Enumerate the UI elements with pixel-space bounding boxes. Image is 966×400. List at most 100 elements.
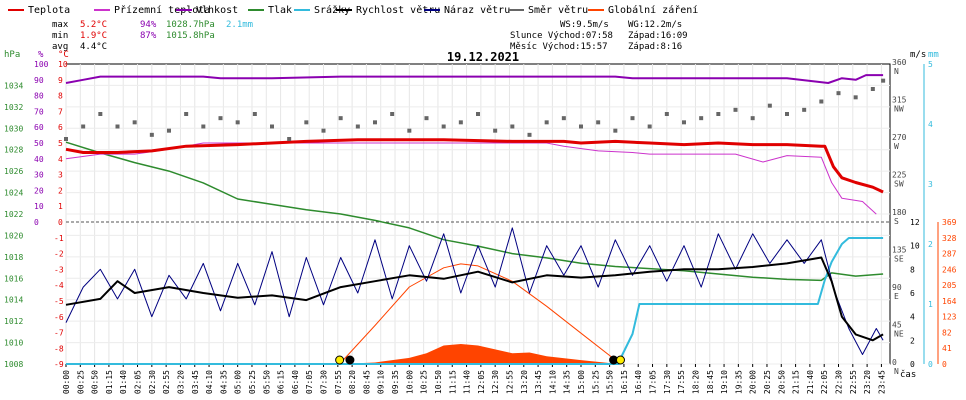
wind-direction-point: [699, 116, 704, 121]
stats-min-temp: 1.9°C: [80, 31, 107, 41]
temperature-tick-label: 6: [58, 123, 63, 132]
x-tick-label: 12:30: [491, 370, 500, 394]
direction-compass-label: SW: [894, 180, 904, 189]
direction-tick-label: 135: [892, 246, 907, 255]
radiation-tick-label: 287: [942, 250, 957, 259]
stats-max-temp: 5.2°C: [80, 20, 107, 30]
x-tick-label: 14:35: [563, 370, 572, 394]
pressure-tick-label: 1014: [4, 296, 23, 305]
radiation-tick-label: 0: [942, 360, 947, 369]
temperature-tick-label: 7: [58, 107, 63, 116]
axis-unit-pct: %: [38, 50, 44, 60]
x-tick-label: 07:30: [320, 370, 329, 394]
x-tick-label: 01:40: [119, 370, 128, 394]
wind-direction-point: [235, 120, 240, 125]
wind-direction-point: [167, 128, 171, 133]
humidity-tick-label: 100: [34, 60, 49, 69]
wind-tick-label: 0: [910, 360, 915, 369]
radiation-tick-label: 328: [942, 234, 957, 243]
x-tick-label: 15:50: [606, 370, 615, 394]
stats-min-label: min: [52, 31, 68, 41]
temperature-tick-label: 3: [58, 171, 63, 180]
direction-compass-label: E: [894, 292, 899, 301]
wind-direction-point: [819, 99, 824, 104]
legend-label-rychlost-vetru: Rychlost větru: [356, 4, 440, 16]
stats-avg-label: avg: [52, 42, 68, 52]
radiation-tick-label: 246: [942, 265, 957, 274]
temperature-tick-label: 8: [58, 92, 63, 101]
direction-tick-label: 360: [892, 58, 907, 67]
x-tick-label: 04:35: [219, 370, 228, 394]
series: [64, 74, 886, 365]
wind-direction-point: [596, 120, 601, 125]
x-tick-label: 09:10: [377, 370, 386, 394]
temperature-tick-label: -3: [54, 265, 64, 274]
wind-tick-label: 12: [910, 218, 920, 227]
pressure-tick-label: 1032: [4, 103, 23, 112]
x-tick-label: 07:05: [305, 370, 314, 394]
temperature-tick-label: -7: [54, 329, 64, 338]
radiation-area: [339, 343, 619, 364]
direction-tick-label: 45: [892, 321, 902, 330]
wind-direction-point: [544, 120, 549, 125]
x-tick-label: 20:25: [763, 370, 772, 394]
x-tick-label: 08:20: [348, 370, 357, 394]
x-tick-label: 00:00: [62, 370, 71, 394]
sun-rise-info: Slunce Východ:07:58: [510, 31, 613, 41]
x-tick-label: 17:30: [663, 370, 672, 394]
x-tick-label: 07:55: [334, 370, 343, 394]
stats-max-rain: 2.1mm: [226, 20, 253, 30]
wind-direction-point: [802, 107, 807, 112]
series-line-globalni-zareni: [339, 263, 621, 365]
wind-direction-point: [510, 124, 515, 129]
temperature-tick-label: 4: [58, 155, 63, 164]
x-tick-label: 13:45: [534, 370, 543, 394]
pressure-tick-label: 1020: [4, 231, 23, 240]
astro-info: WS:9.5m/s WG:12.2m/s Slunce Východ:07:58…: [510, 20, 688, 52]
legend-label-naraz-vetru: Náraz větru: [444, 4, 510, 16]
direction-compass-label: W: [894, 142, 899, 151]
x-tick-label: 02:30: [148, 370, 157, 394]
x-tick-label: 11:40: [463, 370, 472, 394]
x-tick-label: 19:10: [720, 370, 729, 394]
wind-tick-label: 6: [910, 289, 915, 298]
axes: 00:00 00:25 00:50 01:15 01:40 02:05 02:30 02:55…: [4, 58, 957, 394]
moonset-marker: [345, 355, 355, 365]
sun-markers: [335, 355, 625, 365]
wind-direction-point: [304, 120, 309, 125]
x-tick-label: 05:50: [262, 370, 271, 394]
x-tick-label: 21:15: [792, 370, 801, 394]
x-tick-label: 06:40: [291, 370, 300, 394]
humidity-tick-label: 10: [34, 202, 44, 211]
grid: [65, 63, 891, 365]
stats-max-label: max: [52, 20, 69, 30]
wind-direction-point: [373, 120, 377, 125]
wind-direction-point: [682, 120, 686, 125]
wind-direction-point: [149, 132, 154, 137]
humidity-tick-label: 50: [34, 139, 44, 148]
x-tick-label: 20:50: [777, 370, 786, 394]
wind-direction-point: [390, 112, 395, 116]
x-tick-label: 00:50: [91, 370, 100, 394]
wind-direction-point: [664, 112, 669, 116]
x-tick-label: 09:35: [391, 370, 400, 394]
pressure-tick-label: 1018: [4, 253, 23, 262]
legend-label-smer-vetru: Směr větru: [528, 4, 588, 16]
wind-direction-point: [270, 124, 274, 129]
moon-rise-info: Měsíc Východ:15:57: [510, 42, 608, 52]
x-tick-label: 03:45: [191, 370, 200, 394]
temperature-tick-label: 1: [58, 202, 63, 211]
humidity-tick-label: 20: [34, 186, 44, 195]
wind-direction-point: [184, 112, 189, 116]
x-tick-label: 15:25: [591, 370, 600, 394]
direction-tick-label: 0: [892, 358, 897, 367]
chart-title: 19.12.2021: [447, 50, 519, 64]
pressure-tick-label: 1034: [4, 81, 23, 90]
temperature-tick-label: 5: [58, 139, 63, 148]
humidity-tick-label: 0: [34, 218, 39, 227]
x-tick-label: 18:20: [691, 370, 700, 394]
series-line-vlhkost: [65, 74, 884, 84]
axis-unit-mm: mm: [928, 50, 939, 60]
stats-block: max 5.2°C 94% 1028.7hPa 2.1mm min 1.9°C …: [52, 20, 253, 52]
